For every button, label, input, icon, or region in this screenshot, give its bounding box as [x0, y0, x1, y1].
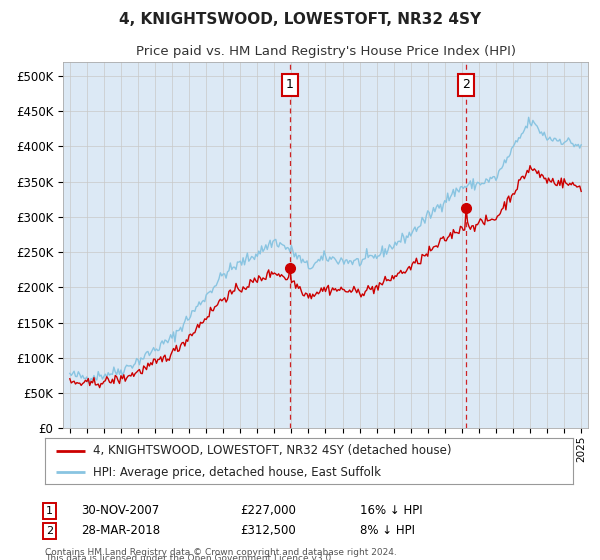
- Text: £227,000: £227,000: [240, 504, 296, 517]
- Text: 8% ↓ HPI: 8% ↓ HPI: [360, 524, 415, 538]
- Text: 4, KNIGHTSWOOD, LOWESTOFT, NR32 4SY (detached house): 4, KNIGHTSWOOD, LOWESTOFT, NR32 4SY (det…: [92, 445, 451, 458]
- Text: Contains HM Land Registry data © Crown copyright and database right 2024.: Contains HM Land Registry data © Crown c…: [45, 548, 397, 557]
- Text: HPI: Average price, detached house, East Suffolk: HPI: Average price, detached house, East…: [92, 465, 380, 478]
- Text: 2: 2: [462, 78, 470, 91]
- Text: 30-NOV-2007: 30-NOV-2007: [81, 504, 159, 517]
- Text: 1: 1: [46, 506, 53, 516]
- Text: £312,500: £312,500: [240, 524, 296, 538]
- Text: 28-MAR-2018: 28-MAR-2018: [81, 524, 160, 538]
- Text: 4, KNIGHTSWOOD, LOWESTOFT, NR32 4SY: 4, KNIGHTSWOOD, LOWESTOFT, NR32 4SY: [119, 12, 481, 27]
- Text: This data is licensed under the Open Government Licence v3.0.: This data is licensed under the Open Gov…: [45, 554, 334, 560]
- Text: 1: 1: [286, 78, 294, 91]
- Text: 2: 2: [46, 526, 53, 536]
- Title: Price paid vs. HM Land Registry's House Price Index (HPI): Price paid vs. HM Land Registry's House …: [136, 45, 515, 58]
- Text: 16% ↓ HPI: 16% ↓ HPI: [360, 504, 422, 517]
